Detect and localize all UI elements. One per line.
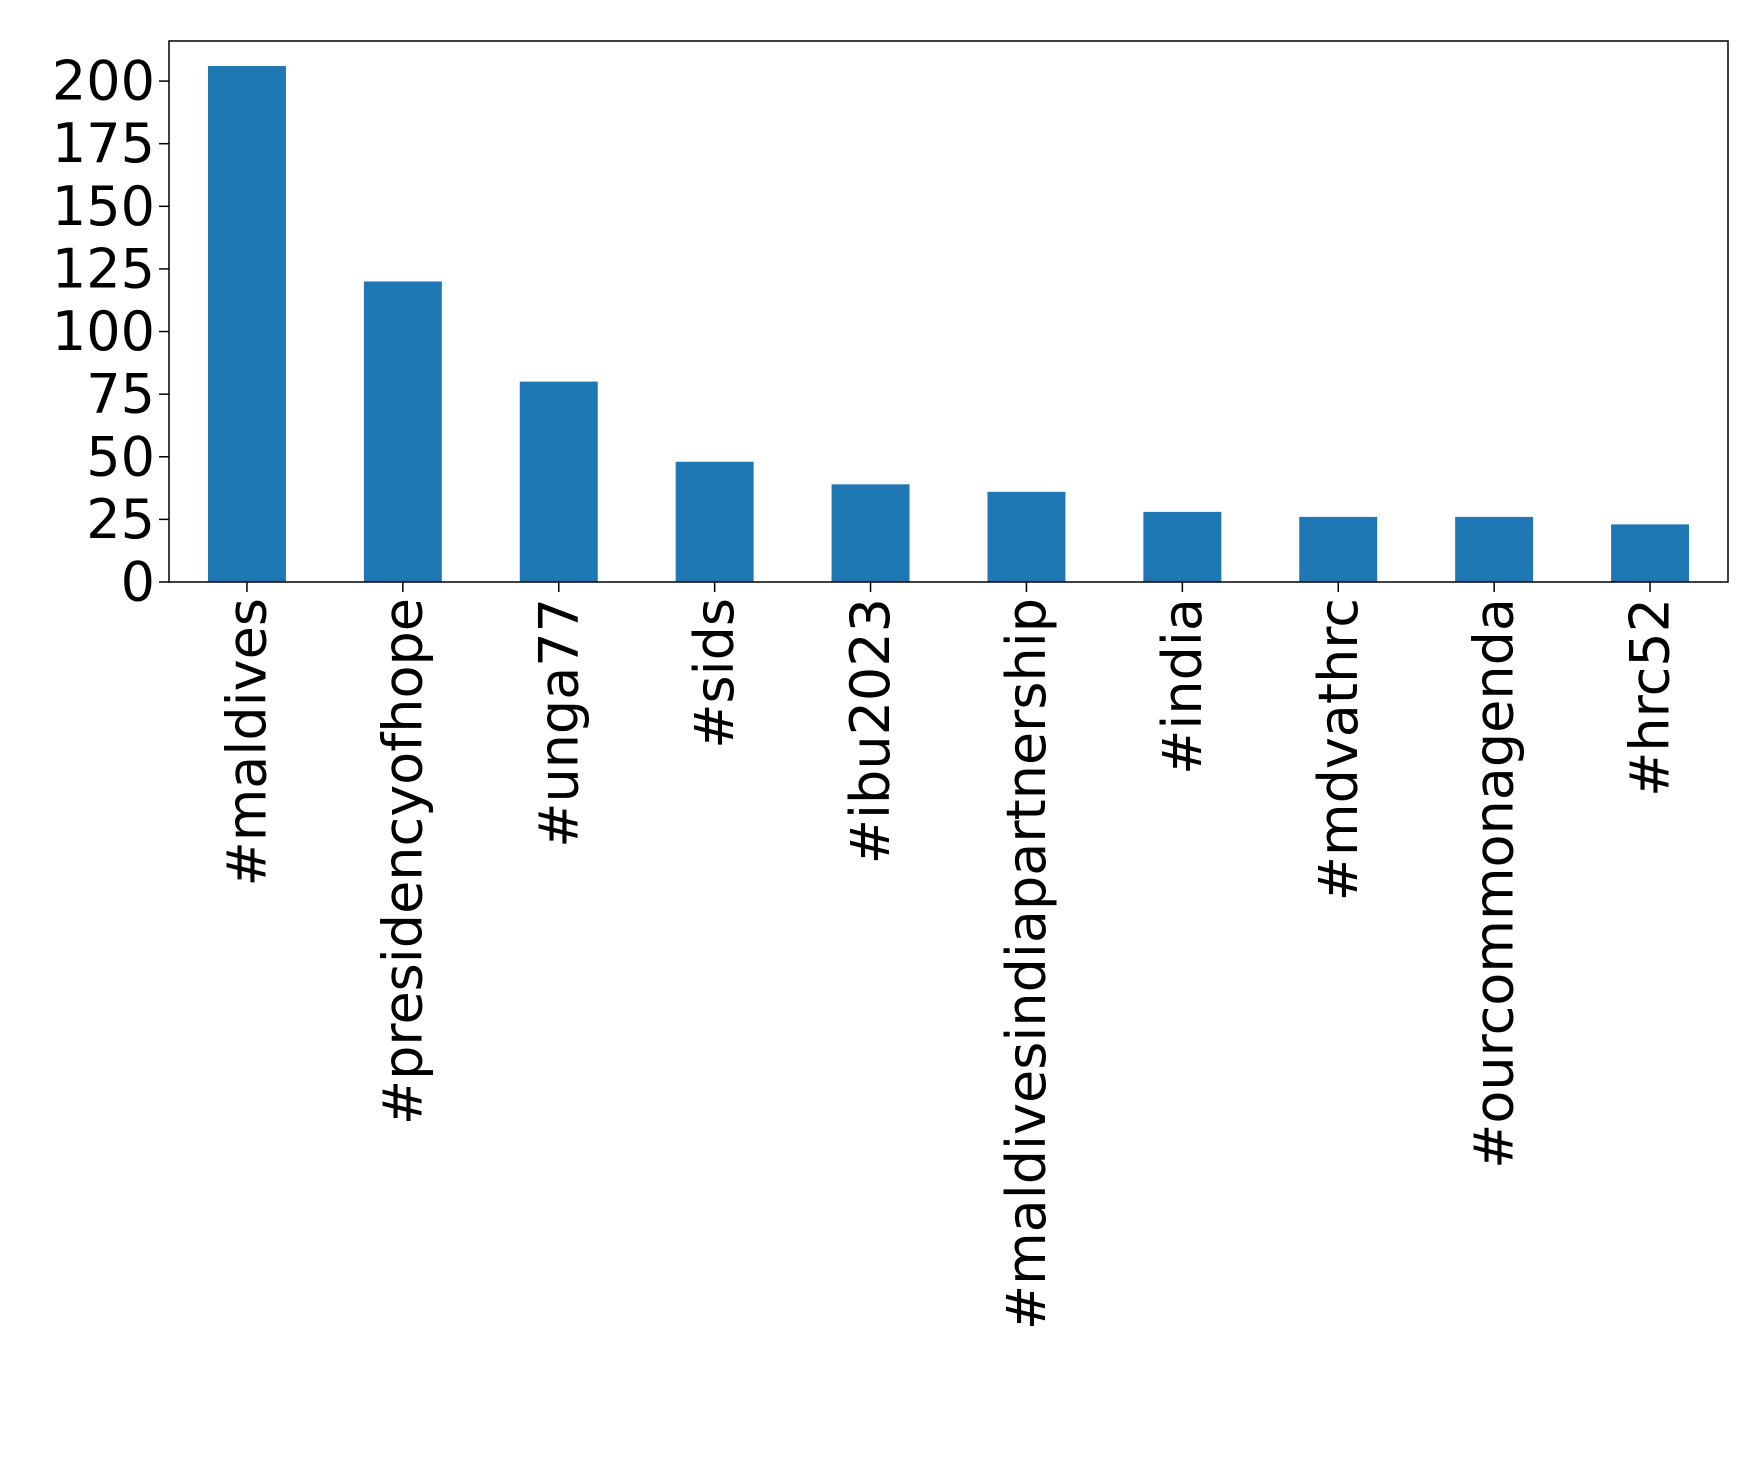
bar <box>207 66 286 583</box>
y-tick-label: 25 <box>86 488 155 551</box>
bar <box>1455 516 1534 582</box>
plot-frame <box>168 40 1729 583</box>
bar <box>675 461 754 582</box>
x-tick-label: #hrc52 <box>1619 598 1682 797</box>
bar <box>519 381 598 582</box>
y-tick-label: 125 <box>52 237 155 300</box>
y-tick-label: 150 <box>52 175 155 238</box>
y-tick-label: 0 <box>121 551 155 614</box>
y-tick-label: 175 <box>52 112 155 175</box>
x-tick-label: #ibu2023 <box>839 598 902 864</box>
x-tick-label: #sids <box>683 598 746 749</box>
bar <box>1143 511 1222 582</box>
bar <box>1611 524 1690 582</box>
x-tick-label: #india <box>1151 598 1214 775</box>
x-tick-label: #mdvathrc <box>1307 598 1370 901</box>
y-tick-label: 50 <box>86 425 155 488</box>
x-tick-label: #maldivesindiapartnership <box>995 598 1058 1330</box>
x-tick-label: #unga77 <box>527 598 590 848</box>
y-tick-label: 200 <box>52 50 155 113</box>
x-tick-label: #presidencyofhope <box>371 598 434 1125</box>
x-tick-label: #maldives <box>215 598 278 887</box>
bar <box>831 484 910 582</box>
bar <box>363 281 442 582</box>
bar <box>987 491 1066 582</box>
bar <box>1299 516 1378 582</box>
y-tick-label: 100 <box>52 300 155 363</box>
y-tick-label: 75 <box>86 363 155 426</box>
x-tick-label: #ourcommonagenda <box>1463 598 1526 1169</box>
